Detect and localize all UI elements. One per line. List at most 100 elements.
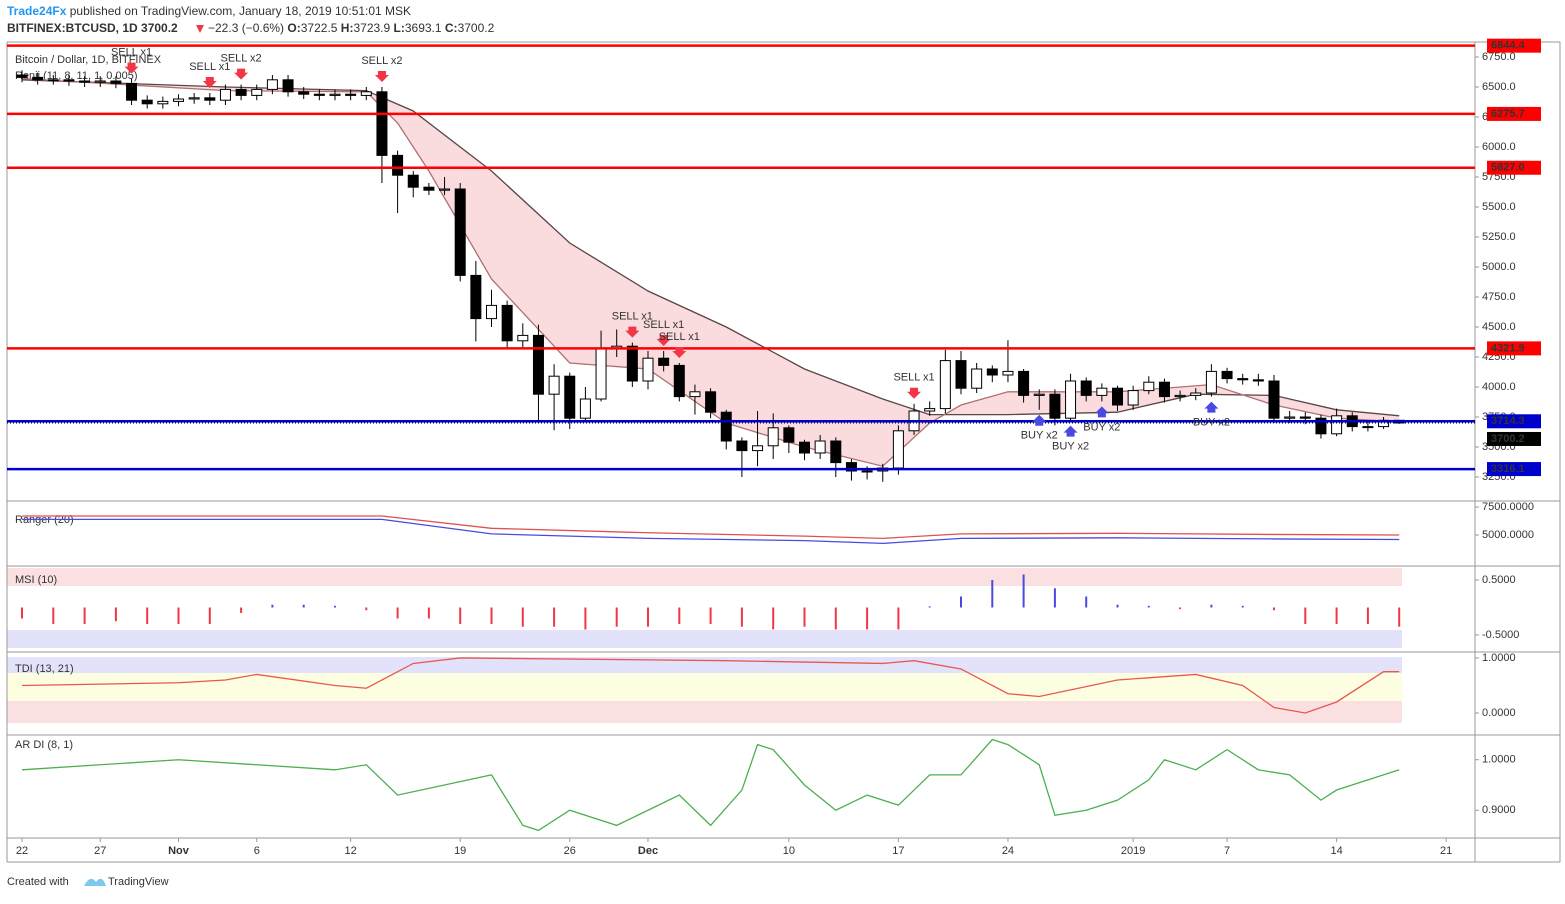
- x-tick-label: 17: [892, 845, 904, 857]
- buy-arrow: [1094, 406, 1109, 418]
- c-value: 3700.2: [458, 21, 495, 35]
- candle-body: [110, 80, 122, 84]
- candle-body: [1331, 415, 1343, 435]
- y-tick-label: 1.0000: [1482, 652, 1516, 664]
- buy-label: BUY x2: [1083, 421, 1120, 433]
- candle-body: [1002, 370, 1014, 376]
- pane-title: MSI (10): [15, 574, 57, 586]
- x-tick-label: 21: [1440, 845, 1452, 857]
- candle-body: [392, 154, 404, 176]
- candle-body: [345, 93, 357, 96]
- msi-upper-band: [7, 568, 1402, 586]
- candle-body: [1065, 380, 1077, 419]
- sell-label: SELL x2: [361, 55, 402, 67]
- x-tick-label: 22: [16, 845, 28, 857]
- candle-body: [1268, 380, 1280, 419]
- buy-arrow: [1063, 425, 1078, 437]
- candle-body: [282, 79, 294, 93]
- candle-body: [548, 375, 560, 395]
- candle-body: [705, 391, 717, 413]
- l-label: L:: [394, 21, 405, 35]
- ohlc-line: −22.3 (−0.6%) O:3722.5 H:3723.9 L:3693.1…: [208, 21, 495, 35]
- y-tick-label: 0.5000: [1482, 574, 1516, 586]
- level-tag: [1487, 462, 1541, 477]
- candle-body: [1205, 370, 1217, 394]
- line: [21, 657, 1400, 714]
- y-tick-label: 5000.0: [1482, 261, 1516, 273]
- candle-body: [720, 411, 732, 442]
- level-tag: [1487, 414, 1541, 429]
- y-tick-label: 7500.0000: [1482, 501, 1534, 513]
- footer-created: Created with: [7, 876, 69, 888]
- candle-body: [673, 364, 685, 398]
- pane-title: AR DI (8, 1): [15, 739, 73, 751]
- candle-body: [1127, 390, 1139, 406]
- candle-body: [845, 462, 857, 472]
- y-tick-label: 5000.0000: [1482, 529, 1534, 541]
- candle-body: [1158, 381, 1170, 398]
- candle-body: [313, 93, 325, 96]
- candle-body: [579, 398, 591, 419]
- candle-body: [1112, 387, 1123, 406]
- candle-body: [1096, 387, 1108, 396]
- level-tag: [1487, 160, 1541, 175]
- line: [22, 515, 1400, 540]
- candle-body: [94, 80, 106, 83]
- y-tick-label: 4000.0: [1482, 381, 1516, 393]
- level-label: 4321.9: [1491, 342, 1525, 354]
- candle-body: [1033, 393, 1045, 396]
- sell-arrow: [202, 77, 217, 88]
- x-tick-label: 10: [783, 845, 795, 857]
- symbol: BITFINEX:BTCUSD, 1D: [7, 21, 138, 35]
- line: [21, 738, 1400, 832]
- candle-body: [595, 348, 607, 400]
- sell-arrow: [234, 68, 249, 80]
- x-tick-label: 2019: [1121, 845, 1145, 857]
- sell-label: SELL x1: [189, 61, 230, 73]
- candle-body: [1315, 417, 1327, 435]
- pane-borders: [6, 41, 1561, 863]
- msi-lower-band: [7, 630, 1402, 648]
- candle-body: [188, 97, 200, 100]
- candle-body: [1190, 392, 1202, 396]
- candle-body: [439, 188, 451, 191]
- candle-body: [814, 440, 826, 454]
- main-subtitle: Renji (11, 8, 11, 1, 0.005): [15, 70, 138, 82]
- sell-arrow: [625, 326, 640, 338]
- y-tick-label: 6500.0: [1482, 81, 1516, 93]
- y-tick-label: 5250.0: [1482, 231, 1516, 243]
- last-price: 3700.2: [141, 21, 178, 35]
- candle-body: [939, 360, 951, 410]
- sell-label: SELL x1: [612, 311, 653, 323]
- candle-body: [1143, 381, 1155, 392]
- candle-body: [1080, 380, 1092, 396]
- sell-arrow: [374, 71, 389, 82]
- y-tick-label: 0.0000: [1482, 707, 1516, 719]
- candle-body: [861, 470, 873, 473]
- candle-body: [329, 93, 341, 96]
- header-line: Trade24Fx published on TradingView.com, …: [7, 4, 411, 18]
- candle-body: [1018, 370, 1030, 396]
- candle-body: [79, 80, 91, 83]
- line: [22, 518, 1400, 545]
- sell-label: SELL x1: [643, 319, 684, 331]
- buy-label: BUY x2: [1052, 441, 1089, 453]
- level-tag: [1487, 106, 1541, 121]
- symbol-line: BITFINEX:BTCUSD, 1D 3700.2: [7, 21, 178, 35]
- candle-body: [955, 360, 967, 389]
- candle-body: [986, 368, 998, 376]
- o-label: O:: [287, 21, 300, 35]
- candle-body: [799, 441, 810, 454]
- candle-body: [173, 98, 184, 102]
- candle-body: [767, 427, 779, 447]
- candle-body: [486, 304, 497, 320]
- x-tick-label: 12: [345, 845, 357, 857]
- change: −22.3 (−0.6%): [208, 21, 284, 35]
- o-value: 3722.5: [301, 21, 338, 35]
- logo: [84, 878, 106, 886]
- x-tick-label: 24: [1002, 845, 1014, 857]
- candle-body: [830, 440, 842, 464]
- level-label: 5827.0: [1491, 162, 1525, 174]
- tdi-mid-band: [7, 673, 1402, 701]
